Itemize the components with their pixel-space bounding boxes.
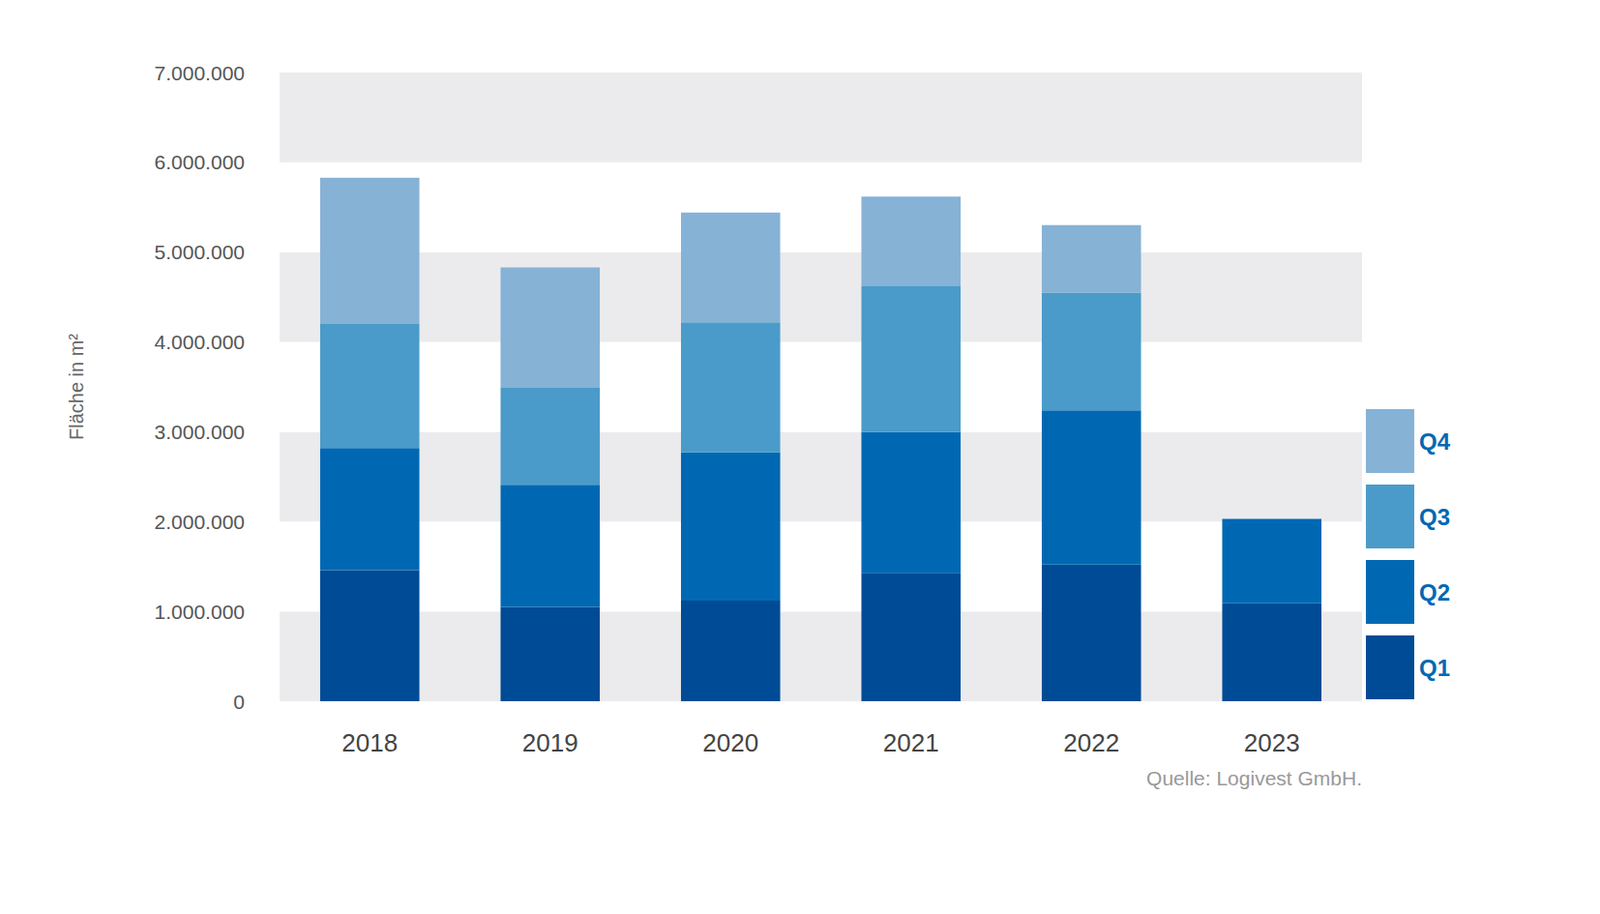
svg-text:2020: 2020 (702, 728, 759, 758)
svg-text:Q2: Q2 (1419, 579, 1451, 606)
svg-text:Q1: Q1 (1419, 654, 1451, 682)
svg-text:2.000.000: 2.000.000 (154, 510, 245, 534)
svg-text:2022: 2022 (1063, 728, 1120, 758)
svg-text:3.000.000: 3.000.000 (154, 420, 245, 444)
svg-text:5.000.000: 5.000.000 (154, 240, 245, 264)
svg-text:2019: 2019 (522, 728, 579, 758)
svg-text:4.000.000: 4.000.000 (154, 330, 245, 354)
svg-text:2021: 2021 (883, 728, 940, 758)
svg-text:0: 0 (233, 690, 245, 713)
svg-text:Q3: Q3 (1419, 503, 1451, 531)
svg-text:7.000.000: 7.000.000 (154, 61, 245, 85)
svg-text:2018: 2018 (341, 728, 398, 758)
svg-text:1.000.000: 1.000.000 (154, 600, 245, 623)
svg-text:Fläche in m²: Fläche in m² (65, 333, 88, 441)
svg-text:Q4: Q4 (1419, 428, 1452, 455)
svg-text:2023: 2023 (1244, 728, 1301, 758)
svg-text:Quelle: Logivest GmbH.: Quelle: Logivest GmbH. (1146, 767, 1363, 790)
svg-text:6.000.000: 6.000.000 (154, 150, 245, 174)
